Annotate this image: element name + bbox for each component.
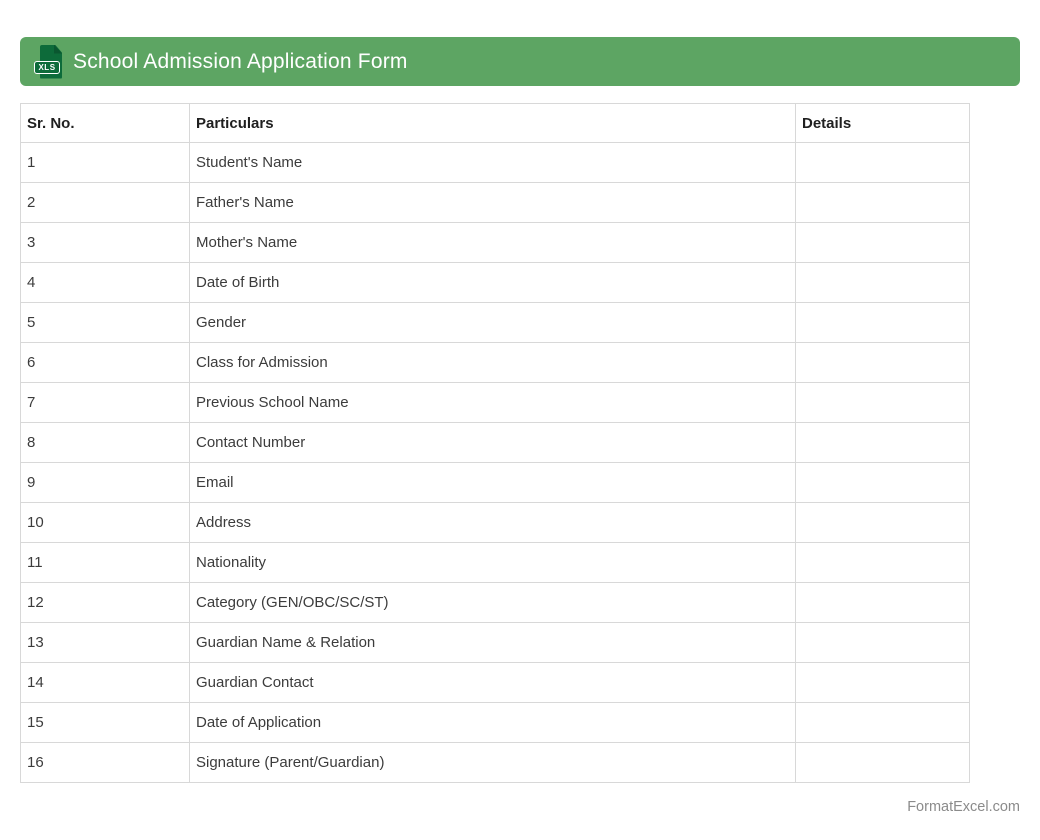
table-row: 16 Signature (Parent/Guardian) bbox=[20, 742, 970, 783]
details-cell bbox=[795, 542, 970, 583]
column-header-sr-no: Sr. No. bbox=[20, 103, 190, 143]
details-cell bbox=[795, 222, 970, 263]
sr-no-cell: 12 bbox=[20, 582, 190, 623]
xls-file-icon: XLS bbox=[34, 44, 62, 79]
details-cell bbox=[795, 742, 970, 783]
sr-no-cell: 9 bbox=[20, 462, 190, 503]
details-cell bbox=[795, 262, 970, 303]
table-row: 12 Category (GEN/OBC/SC/ST) bbox=[20, 582, 970, 623]
details-cell bbox=[795, 622, 970, 663]
sr-no-cell: 3 bbox=[20, 222, 190, 263]
table-header-row: Sr. No. Particulars Details bbox=[20, 103, 970, 143]
details-cell bbox=[795, 182, 970, 223]
xls-badge-label: XLS bbox=[34, 60, 60, 74]
sr-no-cell: 7 bbox=[20, 382, 190, 423]
table-row: 11 Nationality bbox=[20, 542, 970, 583]
particulars-cell: Guardian Name & Relation bbox=[189, 622, 796, 663]
table-row: 1 Student's Name bbox=[20, 142, 970, 183]
table-body: 1 Student's Name 2 Father's Name 3 Mother's N… bbox=[20, 142, 970, 783]
admission-form-table: Sr. No. Particulars Details 1 Student's N… bbox=[20, 103, 970, 783]
sr-no-cell: 14 bbox=[20, 662, 190, 703]
details-cell bbox=[795, 302, 970, 343]
table-row: 14 Guardian Contact bbox=[20, 662, 970, 703]
sr-no-cell: 6 bbox=[20, 342, 190, 383]
sr-no-cell: 15 bbox=[20, 702, 190, 743]
footer-credit: FormatExcel.com bbox=[907, 799, 1020, 815]
table-row: 2 Father's Name bbox=[20, 182, 970, 223]
sr-no-cell: 4 bbox=[20, 262, 190, 303]
table-row: 4 Date of Birth bbox=[20, 262, 970, 303]
particulars-cell: Nationality bbox=[189, 542, 796, 583]
xls-corner-fold bbox=[54, 44, 62, 54]
details-cell bbox=[795, 502, 970, 543]
particulars-cell: Guardian Contact bbox=[189, 662, 796, 703]
sr-no-cell: 13 bbox=[20, 622, 190, 663]
particulars-cell: Class for Admission bbox=[189, 342, 796, 383]
particulars-cell: Student's Name bbox=[189, 142, 796, 183]
particulars-cell: Gender bbox=[189, 302, 796, 343]
page-title: School Admission Application Form bbox=[73, 49, 408, 73]
sr-no-cell: 5 bbox=[20, 302, 190, 343]
particulars-cell: Mother's Name bbox=[189, 222, 796, 263]
details-cell bbox=[795, 422, 970, 463]
column-header-details: Details bbox=[795, 103, 970, 143]
details-cell bbox=[795, 702, 970, 743]
table-row: 7 Previous School Name bbox=[20, 382, 970, 423]
table-row: 13 Guardian Name & Relation bbox=[20, 622, 970, 663]
sr-no-cell: 8 bbox=[20, 422, 190, 463]
particulars-cell: Signature (Parent/Guardian) bbox=[189, 742, 796, 783]
details-cell bbox=[795, 142, 970, 183]
particulars-cell: Address bbox=[189, 502, 796, 543]
table-row: 3 Mother's Name bbox=[20, 222, 970, 263]
particulars-cell: Contact Number bbox=[189, 422, 796, 463]
particulars-cell: Previous School Name bbox=[189, 382, 796, 423]
particulars-cell: Date of Birth bbox=[189, 262, 796, 303]
table-row: 8 Contact Number bbox=[20, 422, 970, 463]
sr-no-cell: 2 bbox=[20, 182, 190, 223]
sr-no-cell: 11 bbox=[20, 542, 190, 583]
particulars-cell: Category (GEN/OBC/SC/ST) bbox=[189, 582, 796, 623]
title-bar: XLS School Admission Application Form bbox=[20, 37, 1020, 86]
table-row: 9 Email bbox=[20, 462, 970, 503]
column-header-particulars: Particulars bbox=[189, 103, 796, 143]
details-cell bbox=[795, 382, 970, 423]
table-row: 5 Gender bbox=[20, 302, 970, 343]
sr-no-cell: 16 bbox=[20, 742, 190, 783]
details-cell bbox=[795, 582, 970, 623]
particulars-cell: Date of Application bbox=[189, 702, 796, 743]
sr-no-cell: 1 bbox=[20, 142, 190, 183]
particulars-cell: Email bbox=[189, 462, 796, 503]
details-cell bbox=[795, 662, 970, 703]
sr-no-cell: 10 bbox=[20, 502, 190, 543]
table-row: 15 Date of Application bbox=[20, 702, 970, 743]
table-row: 10 Address bbox=[20, 502, 970, 543]
table-row: 6 Class for Admission bbox=[20, 342, 970, 383]
details-cell bbox=[795, 462, 970, 503]
particulars-cell: Father's Name bbox=[189, 182, 796, 223]
details-cell bbox=[795, 342, 970, 383]
